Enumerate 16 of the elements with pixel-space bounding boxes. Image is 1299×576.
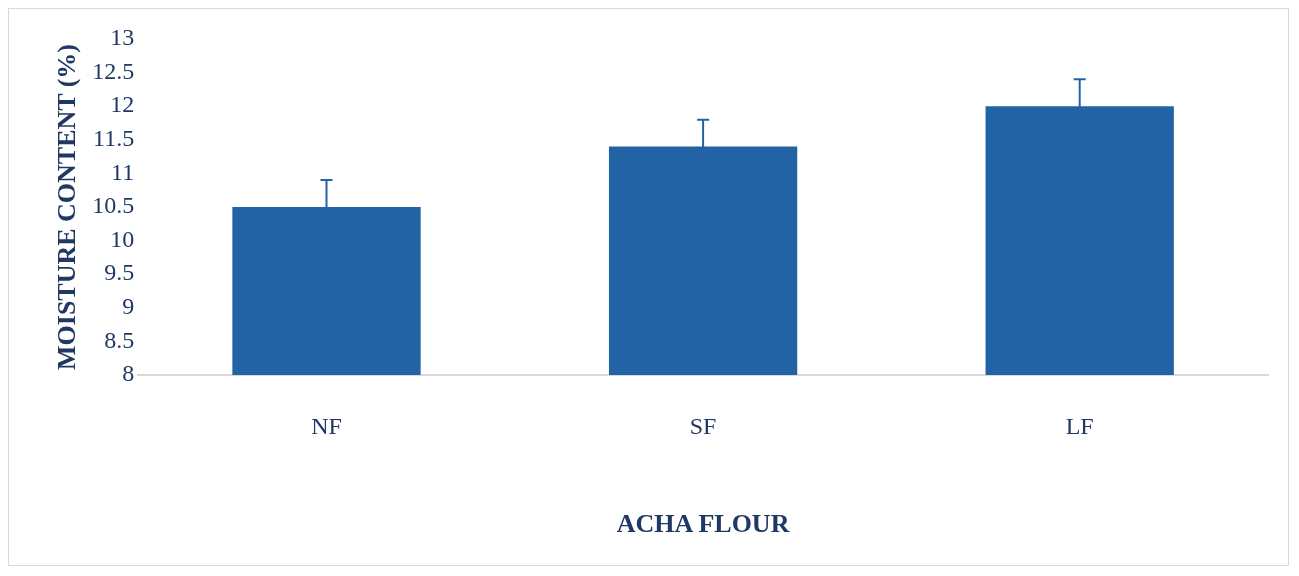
y-tick-label: 11 — [111, 158, 135, 185]
y-tick-label: 10 — [110, 225, 135, 252]
x-tick-label: NF — [311, 412, 342, 439]
y-tick-label: 13 — [110, 24, 135, 51]
x-tick-label: LF — [1065, 412, 1094, 439]
y-tick-label: 12.5 — [92, 57, 135, 84]
y-tick-label: 11.5 — [93, 125, 135, 152]
y-tick-label: 8.5 — [104, 326, 135, 353]
y-tick-label: 9.5 — [104, 259, 135, 286]
y-tick-label: 8 — [122, 360, 135, 387]
x-axis-title: ACHA FLOUR — [616, 509, 790, 539]
y-tick-label: 9 — [122, 293, 135, 320]
y-tick-label: 12 — [110, 91, 135, 118]
y-tick-label: 10.5 — [92, 192, 135, 219]
x-tick-label: SF — [689, 412, 717, 439]
y-axis-title: MOISTURE CONTENT (%) — [52, 43, 82, 371]
